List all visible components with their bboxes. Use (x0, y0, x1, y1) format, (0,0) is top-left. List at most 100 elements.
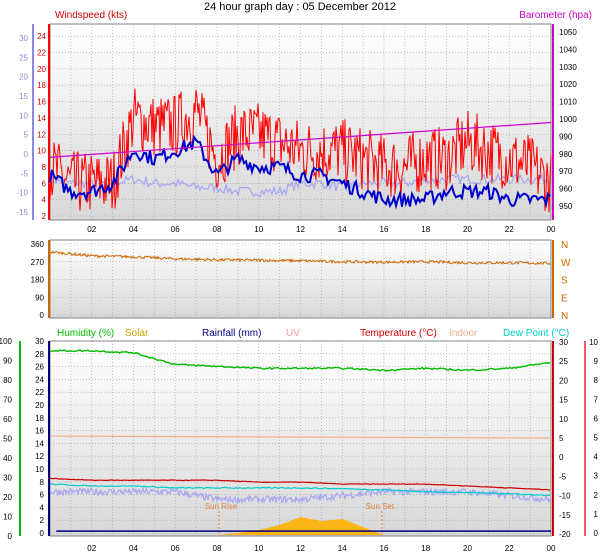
baro-tick-950: 950 (559, 202, 573, 211)
windspeed-label: Windspeed (kts) (55, 10, 127, 21)
temp-tick--15: -15 (559, 511, 571, 520)
temp-tick-15: 15 (559, 396, 568, 405)
dir-tick-180: 180 (31, 276, 45, 285)
wind-outer-tick-10: 10 (19, 111, 28, 120)
wind-left-tick-22: 22 (37, 49, 46, 58)
uv-tick-6: 6 (594, 414, 599, 423)
humidity-tick-100: 100 (0, 337, 13, 346)
rain-tick-0: 0 (40, 529, 45, 538)
indoor-temp-line (49, 435, 552, 439)
wind-panel-tick-12: 12 (296, 225, 305, 234)
wind-panel-tick-02: 02 (87, 225, 96, 234)
baro-tick-1050: 1050 (559, 28, 577, 37)
baro-tick-1020: 1020 (559, 80, 577, 89)
compass-tick-2: S (561, 276, 568, 287)
rain-tick-16: 16 (35, 427, 44, 436)
temp-tick--10: -10 (559, 492, 571, 501)
env-panel-tick-08: 08 (213, 544, 222, 553)
wind-left-tick-12: 12 (37, 130, 46, 139)
legend-solar: Solar (125, 328, 149, 339)
dir-tick-90: 90 (35, 293, 44, 302)
wind-left-tick-4: 4 (42, 196, 47, 205)
rain-tick-18: 18 (35, 414, 44, 423)
wind-left-tick-18: 18 (37, 81, 46, 90)
temp-tick-0: 0 (559, 453, 564, 462)
temp-tick-30: 30 (559, 338, 568, 347)
baro-tick-1030: 1030 (559, 63, 577, 72)
env-panel-tick-12: 12 (296, 544, 305, 553)
wind-panel-tick-22: 22 (505, 225, 514, 234)
humidity-line (49, 349, 551, 372)
wind-left-tick-6: 6 (42, 179, 47, 188)
wind-panel-tick-18: 18 (421, 225, 430, 234)
legend-dew-point: Dew Point (°C) (503, 328, 569, 339)
wind-left-tick-16: 16 (37, 98, 46, 107)
dir-tick-270: 270 (31, 258, 45, 267)
env-panel-tick-16: 16 (380, 544, 389, 553)
compass-tick-1: E (561, 293, 568, 304)
uv-tick-7: 7 (594, 395, 599, 404)
wind-outer-tick-30: 30 (19, 34, 28, 43)
rain-tick-8: 8 (40, 478, 45, 487)
wind-outer-tick-0: 0 (24, 150, 29, 159)
temp-tick-5: 5 (559, 434, 564, 443)
wind-direction-line (49, 250, 552, 266)
graph-title: 24 hour graph day : 05 December 2012 (203, 1, 397, 13)
humidity-tick-20: 20 (3, 493, 12, 502)
wind-panel-tick-06: 06 (171, 225, 180, 234)
wind-outer-tick--5: -5 (21, 169, 29, 178)
humidity-tick-0: 0 (8, 532, 13, 541)
wind-panel-tick-10: 10 (254, 225, 263, 234)
baro-tick-970: 970 (559, 167, 573, 176)
env-panel-tick-02: 02 (87, 544, 96, 553)
humidity-tick-60: 60 (3, 415, 12, 424)
compass-tick-3: W (561, 258, 571, 269)
rain-tick-26: 26 (35, 363, 44, 372)
dir-tick-0: 0 (40, 311, 45, 320)
temp-tick--20: -20 (559, 530, 571, 539)
barometer-label: Barometer (hpa) (519, 10, 592, 21)
wind-outer-tick--10: -10 (16, 189, 28, 198)
rain-tick-22: 22 (35, 388, 44, 397)
uv-tick-5: 5 (594, 434, 599, 443)
wind-left-tick-20: 20 (37, 65, 46, 74)
legend-temperature: Temperature (°C) (360, 328, 437, 339)
wind-panel-tick-16: 16 (380, 225, 389, 234)
uv-tick-0: 0 (594, 529, 599, 538)
wind-left-tick-8: 8 (42, 163, 47, 172)
env-panel-tick-14: 14 (338, 544, 347, 553)
baro-tick-960: 960 (559, 185, 573, 194)
uv-tick-2: 2 (594, 491, 599, 500)
legend-indoor: Indoor (449, 328, 478, 339)
rain-tick-12: 12 (35, 452, 44, 461)
wind-outer-tick-25: 25 (19, 53, 28, 62)
rain-tick-30: 30 (35, 337, 44, 346)
wind-outer-tick-15: 15 (19, 92, 28, 101)
uv-tick-3: 3 (594, 472, 599, 481)
legend-uv: UV (286, 328, 300, 339)
baro-tick-1010: 1010 (559, 98, 577, 107)
humidity-tick-90: 90 (3, 357, 12, 366)
env-panel-tick-22: 22 (505, 544, 514, 553)
humidity-tick-70: 70 (3, 396, 12, 405)
env-panel-tick-04: 04 (129, 544, 138, 553)
baro-tick-1000: 1000 (559, 115, 577, 124)
legend-rainfall: Rainfall (mm) (202, 328, 261, 339)
env-panel-tick-18: 18 (421, 544, 430, 553)
env-panel-tick-20: 20 (463, 544, 472, 553)
env-panel-tick-00: 00 (547, 544, 556, 553)
compass-tick-0: N (561, 311, 568, 322)
baro-tick-980: 980 (559, 150, 573, 159)
legend-humidity: Humidity (%) (57, 328, 114, 339)
rain-tick-6: 6 (40, 491, 45, 500)
humidity-tick-30: 30 (3, 474, 12, 483)
rain-tick-20: 20 (35, 401, 44, 410)
wind-panel-tick-14: 14 (338, 225, 347, 234)
rain-tick-2: 2 (40, 516, 45, 525)
humidity-tick-40: 40 (3, 454, 12, 463)
uv-tick-4: 4 (594, 453, 599, 462)
rain-tick-24: 24 (35, 375, 44, 384)
wind-avg-line (49, 134, 551, 210)
